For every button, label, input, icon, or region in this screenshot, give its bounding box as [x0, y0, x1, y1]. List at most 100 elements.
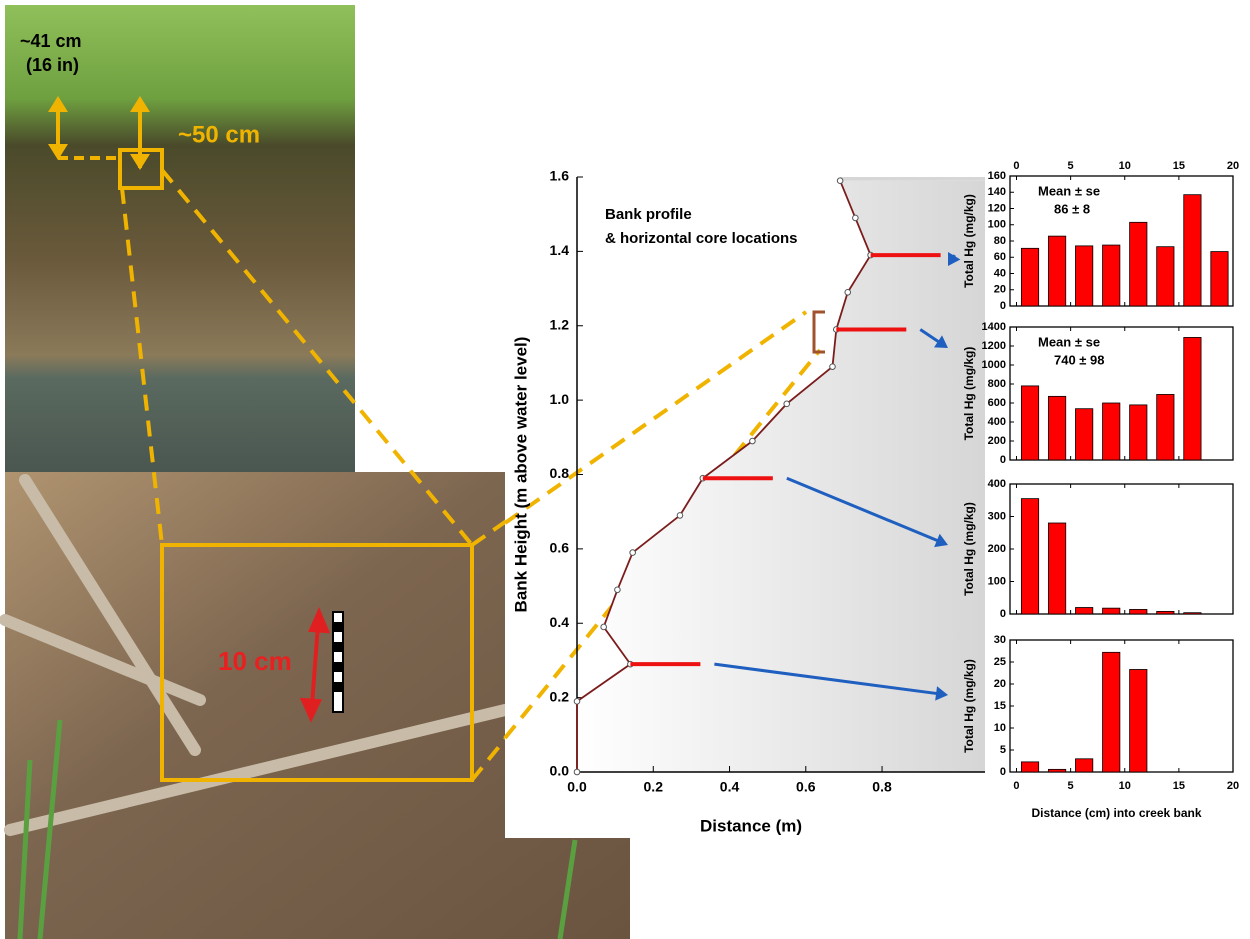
core-arrow-head	[934, 335, 948, 348]
y-tick-label: 1200	[982, 340, 1006, 352]
y-tick-label: 60	[994, 251, 1006, 263]
core-arrow-head	[948, 252, 961, 266]
bar	[1129, 404, 1148, 461]
bar	[1020, 761, 1040, 773]
height-label: ~41 cm	[20, 31, 82, 51]
y-tick-label: 30	[994, 634, 1006, 646]
bar	[1020, 385, 1040, 461]
y-tick-label: 0.0	[550, 763, 570, 779]
bar	[1020, 498, 1040, 615]
x-tick-label: 20	[1227, 780, 1239, 792]
profile-point	[629, 549, 636, 556]
y-tick-label: 400	[988, 478, 1006, 490]
profile-point	[573, 768, 581, 776]
depth-label: ~50 cm	[178, 121, 260, 148]
y-tick-label: 300	[988, 510, 1006, 522]
height-label-in: (16 in)	[26, 55, 79, 75]
x-tick-label: 5	[1068, 160, 1074, 172]
profile-point	[844, 288, 852, 296]
bar	[1156, 611, 1175, 615]
bar	[1210, 251, 1229, 307]
scale-bar-marks	[333, 622, 343, 692]
profile-point	[783, 400, 791, 408]
y-axis-label: Total Hg (mg/kg)	[962, 502, 976, 596]
y-tick-label: 1.4	[550, 242, 570, 258]
x-tick-label: 0.8	[872, 779, 892, 795]
y-tick-label: 0.4	[550, 614, 570, 630]
y-tick-label: 1.6	[550, 168, 570, 184]
profile-point	[749, 437, 756, 445]
y-tick-label: 20	[994, 284, 1006, 296]
core-arrow	[919, 328, 941, 344]
profile-point	[676, 512, 684, 519]
y-tick-label: 40	[994, 267, 1006, 279]
y-axis-label: Total Hg (mg/kg)	[962, 347, 976, 441]
y-tick-label: 20	[994, 678, 1006, 690]
y-tick-label: 10	[994, 722, 1006, 734]
y-tick-label: 25	[994, 656, 1006, 668]
arrow-heads	[48, 96, 150, 170]
y-tick-label: 120	[988, 202, 1006, 214]
y-tick-label: 1400	[982, 321, 1006, 333]
x-tick-label: 0.2	[644, 779, 664, 795]
scale-arrow	[299, 606, 331, 723]
y-tick-label: 1000	[982, 359, 1006, 371]
bar	[1129, 669, 1148, 773]
y-tick-label: 200	[988, 435, 1006, 447]
bar	[1102, 607, 1121, 615]
bar	[1156, 394, 1175, 461]
bank-area	[577, 177, 985, 772]
bar	[1102, 244, 1121, 307]
bar	[1129, 609, 1148, 615]
bar	[1048, 395, 1067, 461]
y-tick-label: 15	[994, 700, 1006, 712]
stat-annotation: 86 ± 8	[1054, 201, 1090, 216]
bank-photo	[5, 5, 355, 472]
chart-subtitle: & horizontal core locations	[605, 230, 798, 247]
plot-frame	[1009, 326, 1234, 461]
y-axis-label: Total Hg (mg/kg)	[962, 194, 976, 288]
x-axis-label: Distance (cm) into creek bank	[1031, 806, 1201, 820]
y-axis-label: Bank Height (m above water level)	[511, 337, 530, 613]
x-axis-label: Distance (m)	[700, 816, 802, 835]
bar	[1048, 235, 1067, 307]
x-tick-label: 0.0	[567, 779, 587, 795]
core-arrow	[786, 476, 940, 543]
bar	[1075, 408, 1094, 461]
y-tick-label: 0.6	[550, 540, 570, 556]
profile-point	[614, 586, 621, 594]
grass	[17, 719, 578, 939]
sample-bracket	[812, 310, 825, 354]
profile-point	[573, 698, 581, 705]
y-tick-label: 100	[988, 575, 1006, 587]
y-tick-label: 140	[988, 186, 1006, 198]
y-tick-label: 160	[988, 170, 1006, 182]
chart-title: Bank profile	[605, 206, 692, 223]
stat-annotation: Mean ± se	[1038, 334, 1100, 349]
bar	[1183, 194, 1202, 307]
profile-point	[836, 177, 844, 185]
bar	[1075, 245, 1094, 307]
bar	[1183, 337, 1202, 461]
y-tick-label: 0.8	[550, 465, 570, 481]
bar	[1048, 522, 1067, 615]
bar	[1020, 247, 1040, 307]
core-arrow	[714, 662, 939, 696]
y-tick-label: 200	[988, 543, 1006, 555]
x-tick-label: 0.4	[720, 779, 740, 795]
y-tick-label: 100	[988, 219, 1006, 231]
y-tick-label: 80	[994, 235, 1006, 247]
x-tick-label: 15	[1173, 780, 1185, 792]
y-tick-label: 0	[1000, 454, 1006, 466]
bar	[1075, 607, 1094, 615]
y-tick-label: 600	[988, 397, 1006, 409]
x-tick-label: 0	[1013, 160, 1019, 172]
y-axis-label: Total Hg (mg/kg)	[962, 659, 976, 753]
x-tick-label: 10	[1119, 780, 1131, 792]
profile-point	[829, 363, 836, 370]
x-tick-label: 15	[1173, 160, 1185, 172]
x-tick-label: 0	[1013, 780, 1019, 792]
branches	[0, 474, 511, 836]
y-tick-label: 1.0	[550, 391, 570, 407]
